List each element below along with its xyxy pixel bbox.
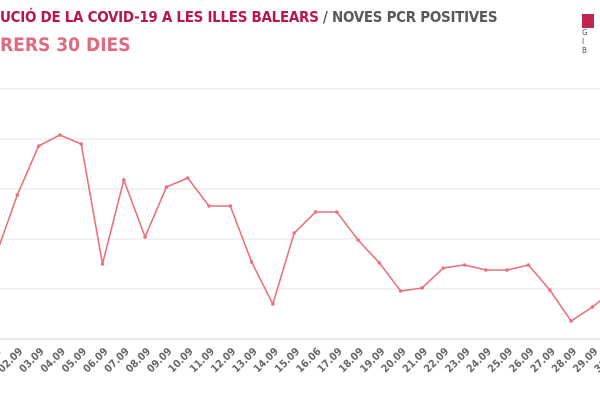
data-point	[185, 176, 190, 180]
data-point	[58, 133, 62, 137]
data-point	[335, 210, 339, 214]
chart-subtitle: RERS 30 DIES	[0, 34, 131, 56]
data-point	[36, 144, 41, 148]
title-main: UCIÓ DE LA COVID-19 A LES ILLES BALEARS	[0, 8, 319, 26]
logo-letter: I	[582, 37, 585, 46]
data-point	[249, 260, 254, 264]
logo-letter: B	[582, 46, 587, 55]
data-point	[15, 193, 20, 197]
data-point	[484, 268, 488, 272]
logo-letter: G	[582, 28, 588, 37]
data-point	[526, 263, 531, 267]
chart-title: UCIÓ DE LA COVID-19 A LES ILLES BALEARS …	[0, 8, 498, 26]
data-point	[548, 288, 552, 292]
data-point	[122, 178, 126, 182]
data-point	[569, 319, 573, 323]
data-point	[398, 289, 403, 293]
data-point	[505, 268, 510, 272]
data-point	[100, 262, 105, 266]
data-point	[441, 266, 446, 270]
data-point	[292, 231, 297, 235]
logo-mark-icon	[582, 14, 594, 28]
data-point	[377, 261, 382, 265]
data-point	[271, 302, 275, 306]
title-separator: /	[318, 8, 332, 26]
data-point	[590, 305, 595, 309]
data-point	[164, 185, 169, 189]
data-point	[143, 235, 147, 239]
data-point	[207, 204, 211, 208]
data-point	[420, 286, 424, 290]
data-point	[228, 204, 233, 208]
series-line	[0, 134, 600, 323]
title-sub: NOVES PCR POSITIVES	[331, 8, 498, 26]
govern-logo: G I B	[582, 14, 600, 55]
data-point	[313, 210, 318, 214]
data-point	[462, 263, 467, 267]
data-point	[79, 142, 83, 146]
data-point	[356, 238, 360, 242]
